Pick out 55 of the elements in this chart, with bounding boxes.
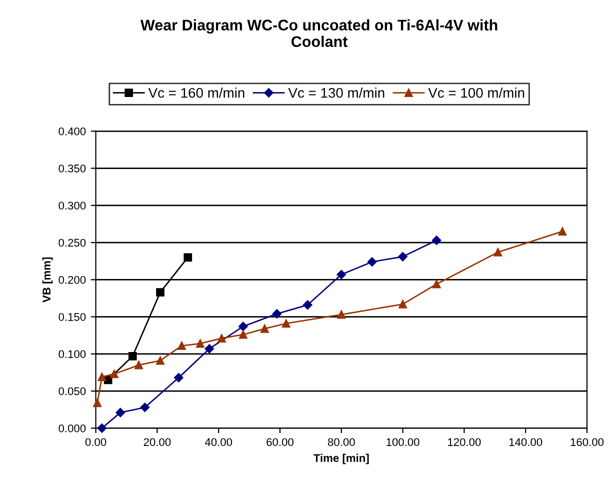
legend-label: Vc = 130 m/min (288, 88, 384, 98)
y-tick-label: 0.000 (58, 424, 86, 432)
point (184, 253, 192, 262)
point (98, 372, 106, 382)
x-tick-label: 100.00 (386, 438, 420, 446)
point (178, 342, 186, 350)
point (128, 352, 137, 360)
point (432, 280, 441, 288)
point (238, 322, 248, 332)
y-tick-label: 0.050 (58, 387, 86, 396)
point (97, 424, 107, 433)
x-tick-label: 120.00 (448, 438, 481, 446)
point (398, 252, 408, 262)
legend-label: Vc = 100 m/min (428, 88, 524, 98)
x-tick-label: 140.00 (509, 438, 542, 446)
point (134, 360, 143, 370)
point (337, 310, 346, 319)
point (260, 324, 269, 333)
y-tick-label: 0.400 (58, 127, 86, 136)
point (272, 309, 282, 318)
point (156, 356, 164, 365)
point (116, 408, 125, 418)
point (558, 227, 567, 236)
point (196, 339, 204, 348)
y-tick-label: 0.250 (58, 238, 86, 247)
y-tick-label: 0.200 (58, 276, 86, 284)
x-tick-label: 40.00 (204, 438, 232, 446)
x-axis-title: Time [min] (314, 454, 369, 464)
y-tick-label: 0.350 (58, 164, 86, 172)
point (140, 402, 150, 412)
point (110, 370, 118, 378)
point (93, 398, 102, 408)
y-tick-label: 0.100 (58, 350, 86, 358)
point (432, 236, 442, 245)
x-tick-label: 80.00 (328, 438, 355, 446)
point (398, 300, 407, 308)
y-tick-label: 0.300 (58, 202, 86, 210)
point (336, 270, 346, 280)
x-tick-label: 160.00 (570, 438, 604, 446)
x-tick-label: 20.00 (144, 438, 171, 446)
point (217, 334, 226, 342)
point (156, 288, 164, 296)
point (282, 319, 290, 328)
point (204, 344, 214, 354)
point (302, 300, 312, 310)
point (367, 257, 377, 266)
legend-label: Vc = 160 m/min (148, 88, 244, 98)
point (174, 373, 184, 382)
point (494, 248, 502, 256)
x-tick-label: 0.00 (85, 438, 106, 446)
y-axis-title: VB [mm] (42, 257, 53, 302)
y-tick-label: 0.150 (58, 313, 86, 321)
x-tick-label: 60.00 (266, 438, 294, 446)
point (238, 330, 248, 339)
chart-title: Wear Diagram WC-Co uncoated on Ti-6Al-4V with Coolant (140, 19, 498, 48)
